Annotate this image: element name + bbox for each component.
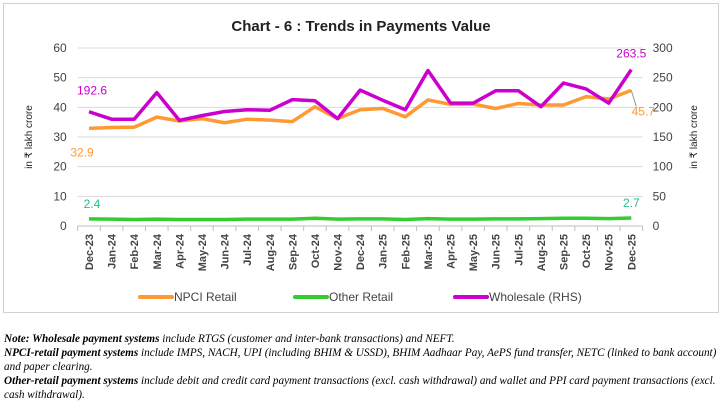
x-tick-label: Feb-24 bbox=[129, 233, 141, 269]
x-tick-label: Nov-24 bbox=[333, 233, 345, 271]
y-tick-right: 200 bbox=[653, 100, 673, 114]
note-other-retail: Other-retail payment systems include deb… bbox=[4, 375, 716, 401]
y-tick-right: 100 bbox=[653, 160, 673, 174]
x-tick-label: Oct-25 bbox=[581, 234, 593, 268]
y-axis-label-right: in ₹ lakh crore bbox=[689, 105, 700, 169]
x-tick-label: May-24 bbox=[197, 233, 209, 271]
x-tick-label: Sep-25 bbox=[559, 234, 571, 270]
x-tick-label: May-25 bbox=[468, 234, 480, 271]
y-tick-right: 300 bbox=[653, 41, 673, 55]
legend-label: NPCI Retail bbox=[174, 290, 237, 304]
x-tick-label: Aug-25 bbox=[536, 234, 548, 271]
x-tick-label: Nov-25 bbox=[604, 234, 616, 271]
x-tick-label: Sep-24 bbox=[287, 233, 299, 270]
x-tick-label: Dec-23 bbox=[84, 234, 96, 270]
x-tick-label: Jul-25 bbox=[513, 234, 525, 266]
x-tick-label: Jun-25 bbox=[491, 234, 503, 269]
y-tick-right: 50 bbox=[653, 189, 667, 203]
legend-label: Other Retail bbox=[329, 290, 393, 304]
y-tick-left: 60 bbox=[53, 41, 67, 55]
x-tick-label: Jul-24 bbox=[242, 233, 254, 266]
y-tick-left: 0 bbox=[60, 219, 67, 233]
y-tick-left: 50 bbox=[53, 71, 67, 85]
x-tick-label: Dec-24 bbox=[355, 233, 367, 270]
x-tick-label: Apr-24 bbox=[174, 233, 186, 269]
y-tick-left: 40 bbox=[53, 100, 67, 114]
data-label-first: 2.4 bbox=[84, 197, 101, 211]
y-tick-right: 150 bbox=[653, 130, 673, 144]
y-tick-right: 250 bbox=[653, 71, 673, 85]
data-label-last: 263.5 bbox=[616, 47, 646, 61]
label-leader-line bbox=[630, 90, 637, 107]
y-tick-left: 10 bbox=[53, 189, 67, 203]
data-label-first: 32.9 bbox=[70, 145, 94, 159]
y-axis-label-left: in ₹ lakh crore bbox=[24, 105, 35, 169]
line-chart: Chart - 6 : Trends in Payments Value 0 0 1… bbox=[24, 18, 700, 304]
x-tick-label: Jan-25 bbox=[378, 234, 390, 269]
x-tick-label: Apr-25 bbox=[446, 234, 458, 269]
note-wholesale: Note: Wholesale payment systems include … bbox=[4, 333, 455, 345]
x-tick-label: Oct-24 bbox=[310, 233, 322, 268]
data-label-first: 192.6 bbox=[77, 84, 107, 98]
x-tick-label: Aug-24 bbox=[265, 233, 277, 271]
y-tick-right: 0 bbox=[653, 219, 660, 233]
data-label-last: 2.7 bbox=[623, 196, 640, 210]
notes: Note: Wholesale payment systems include … bbox=[4, 332, 720, 402]
x-tick-label: Mar-24 bbox=[152, 233, 164, 269]
series-line-1 bbox=[88, 216, 632, 222]
x-tick-label: Jun-24 bbox=[220, 233, 232, 269]
y-tick-left: 20 bbox=[53, 160, 67, 174]
x-tick-label: Mar-25 bbox=[423, 234, 435, 269]
data-label-last: 45.7 bbox=[632, 104, 656, 118]
legend-label: Wholesale (RHS) bbox=[489, 290, 582, 304]
chart-frame bbox=[3, 3, 719, 313]
x-tick-label: Dec-25 bbox=[626, 234, 638, 270]
y-tick-left: 30 bbox=[53, 130, 67, 144]
x-tick-label: Jan-24 bbox=[107, 233, 119, 269]
note-npci-retail: NPCI-retail payment systems include IMPS… bbox=[4, 347, 717, 373]
x-tick-label: Feb-25 bbox=[400, 234, 412, 269]
chart-title: Chart - 6 : Trends in Payments Value bbox=[231, 18, 490, 35]
